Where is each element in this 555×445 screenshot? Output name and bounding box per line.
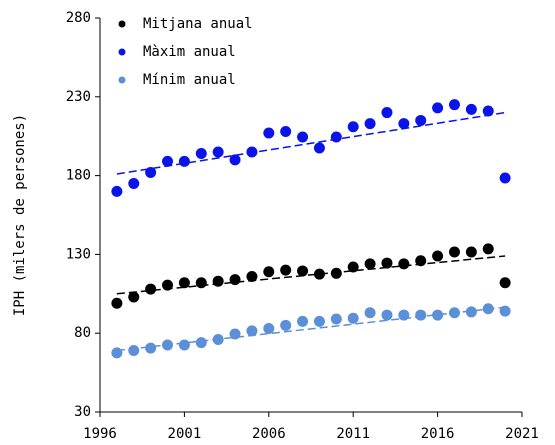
point [297,265,309,277]
point [297,131,309,143]
trend-line [116,111,506,175]
point [347,121,359,133]
legend-label: Mínim anual [143,72,236,88]
point [229,154,241,166]
point [448,99,460,111]
trend-line [116,255,506,295]
point [415,114,427,126]
x-tick-label: 2006 [252,426,286,442]
point [432,250,444,262]
point [398,258,410,270]
point [280,264,292,276]
point [398,118,410,130]
point [111,347,123,359]
point [195,277,207,289]
x-tick-label: 2021 [505,426,539,442]
point [313,315,325,327]
point [111,297,123,309]
point [364,307,376,319]
point [246,270,258,282]
point [499,172,511,184]
point [381,257,393,269]
point [465,103,477,115]
legend-label: Mitjana anual [143,16,253,32]
point [280,125,292,137]
point [162,155,174,167]
point [111,185,123,197]
legend-marker [118,20,126,28]
point [432,102,444,114]
point [145,342,157,354]
x-tick-label: 1996 [83,426,117,442]
point [364,258,376,270]
point [263,266,275,278]
y-axis-label: IPH (milers de persones) [12,114,28,316]
point [313,268,325,280]
point [415,255,427,267]
y-tick-label: 230 [66,89,91,105]
point [482,105,494,117]
point [465,246,477,258]
point [330,131,342,143]
point [178,339,190,351]
point [128,291,140,303]
x-tick-label: 2011 [336,426,370,442]
point [128,345,140,357]
point [178,277,190,289]
y-tick-label: 80 [74,325,91,341]
point [297,315,309,327]
point [448,246,460,258]
y-tick-label: 30 [74,404,91,420]
point [482,243,494,255]
point [280,319,292,331]
y-tick-label: 280 [66,10,91,26]
y-tick-label: 130 [66,246,91,262]
point [381,309,393,321]
point [465,306,477,318]
point [432,309,444,321]
point [330,313,342,325]
point [128,177,140,189]
point [364,118,376,130]
x-tick-label: 2001 [168,426,202,442]
point [145,283,157,295]
point [263,322,275,334]
legend-label: Màxim anual [143,44,236,60]
legend-marker [118,48,126,56]
y-tick-label: 180 [66,168,91,184]
legend-marker [118,76,126,84]
point [499,277,511,289]
point [499,305,511,317]
point [263,127,275,139]
point [195,148,207,160]
point [212,146,224,158]
point [347,312,359,324]
x-tick-label: 2016 [421,426,455,442]
point [330,267,342,279]
trend-line [116,306,506,352]
point [229,274,241,286]
point [178,155,190,167]
point [415,309,427,321]
point [195,337,207,349]
point [381,107,393,119]
point [246,325,258,337]
point [313,142,325,154]
